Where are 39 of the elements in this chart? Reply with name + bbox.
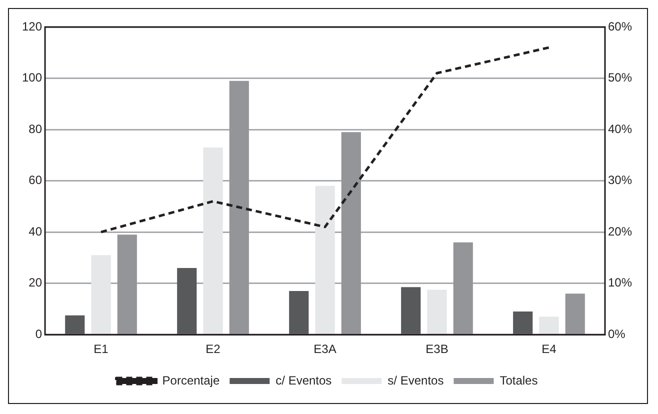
- bar: [341, 132, 361, 334]
- y-tick-label: 80: [28, 122, 42, 136]
- bar: [401, 287, 421, 334]
- bar: [177, 268, 197, 334]
- y-tick-label: 20: [28, 276, 42, 290]
- x-tick-label: E3B: [426, 342, 448, 356]
- y-tick-label: 60: [28, 173, 42, 188]
- bar: [315, 186, 335, 334]
- line-series: [100, 46, 550, 234]
- legend-label: Totales: [500, 373, 538, 388]
- bar: [203, 147, 223, 334]
- bar: [289, 291, 309, 334]
- y2-tick-label: 20%: [608, 224, 632, 238]
- y-tick-label: 0: [35, 326, 42, 341]
- bar: [565, 294, 585, 334]
- y-tick-label: 40: [28, 224, 42, 238]
- y2-tick-label: 10%: [608, 276, 632, 290]
- legend-label: c/ Eventos: [276, 373, 332, 388]
- bar: [539, 316, 559, 334]
- y2-tick-label: 50%: [608, 70, 632, 85]
- y2-tick-label: 60%: [608, 19, 632, 34]
- bar: [91, 255, 111, 334]
- y2-tick-label: 30%: [608, 173, 632, 188]
- y2-tick-label: 40%: [608, 122, 632, 136]
- bar: [229, 80, 249, 334]
- bar: [513, 312, 533, 334]
- x-tick-label: E3A: [314, 342, 336, 356]
- x-tick-label: E1: [94, 342, 109, 356]
- bar: [427, 290, 447, 334]
- y-tick-label: 100: [22, 70, 42, 85]
- y-tick-label: 120: [22, 19, 42, 34]
- bar: [65, 315, 85, 334]
- legend-label: s/ Eventos: [388, 373, 444, 388]
- y2-tick-label: 0%: [608, 326, 626, 341]
- legend-label: Porcentaje: [162, 373, 220, 388]
- bar: [117, 234, 137, 334]
- x-tick-label: E2: [206, 342, 221, 356]
- bar: [453, 242, 473, 334]
- x-tick-label: E4: [542, 342, 557, 356]
